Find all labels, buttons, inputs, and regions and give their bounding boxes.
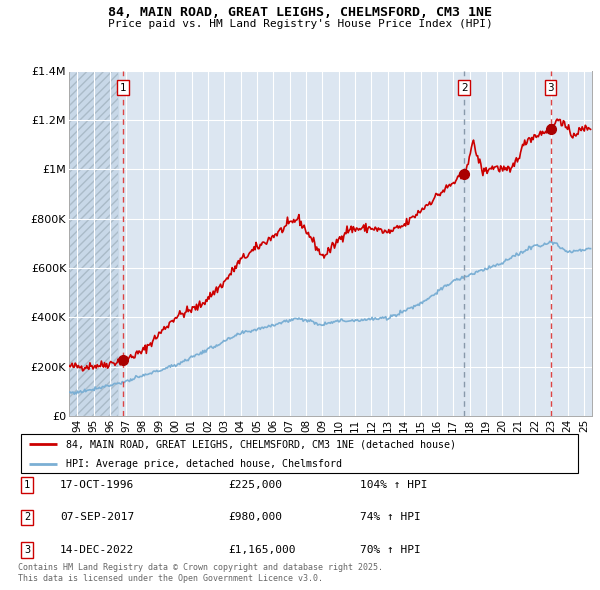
FancyBboxPatch shape (21, 434, 578, 473)
Text: HPI: Average price, detached house, Chelmsford: HPI: Average price, detached house, Chel… (66, 460, 342, 469)
Text: 84, MAIN ROAD, GREAT LEIGHS, CHELMSFORD, CM3 1NE (detached house): 84, MAIN ROAD, GREAT LEIGHS, CHELMSFORD,… (66, 440, 456, 450)
Text: 104% ↑ HPI: 104% ↑ HPI (360, 480, 427, 490)
Text: 2: 2 (461, 83, 467, 93)
Text: 1: 1 (24, 480, 30, 490)
Text: 3: 3 (547, 83, 554, 93)
Text: £225,000: £225,000 (228, 480, 282, 490)
Text: 2: 2 (24, 513, 30, 522)
Text: Price paid vs. HM Land Registry's House Price Index (HPI): Price paid vs. HM Land Registry's House … (107, 19, 493, 29)
Text: 14-DEC-2022: 14-DEC-2022 (60, 545, 134, 555)
Text: 70% ↑ HPI: 70% ↑ HPI (360, 545, 421, 555)
Text: 84, MAIN ROAD, GREAT LEIGHS, CHELMSFORD, CM3 1NE: 84, MAIN ROAD, GREAT LEIGHS, CHELMSFORD,… (108, 6, 492, 19)
Text: Contains HM Land Registry data © Crown copyright and database right 2025.: Contains HM Land Registry data © Crown c… (18, 563, 383, 572)
Bar (69, 71, 118, 416)
Text: 3: 3 (24, 545, 30, 555)
Text: 17-OCT-1996: 17-OCT-1996 (60, 480, 134, 490)
Text: £980,000: £980,000 (228, 513, 282, 522)
Text: £1,165,000: £1,165,000 (228, 545, 296, 555)
Text: 74% ↑ HPI: 74% ↑ HPI (360, 513, 421, 522)
Text: This data is licensed under the Open Government Licence v3.0.: This data is licensed under the Open Gov… (18, 574, 323, 583)
Text: 1: 1 (119, 83, 126, 93)
Bar (69, 71, 118, 416)
Text: 07-SEP-2017: 07-SEP-2017 (60, 513, 134, 522)
